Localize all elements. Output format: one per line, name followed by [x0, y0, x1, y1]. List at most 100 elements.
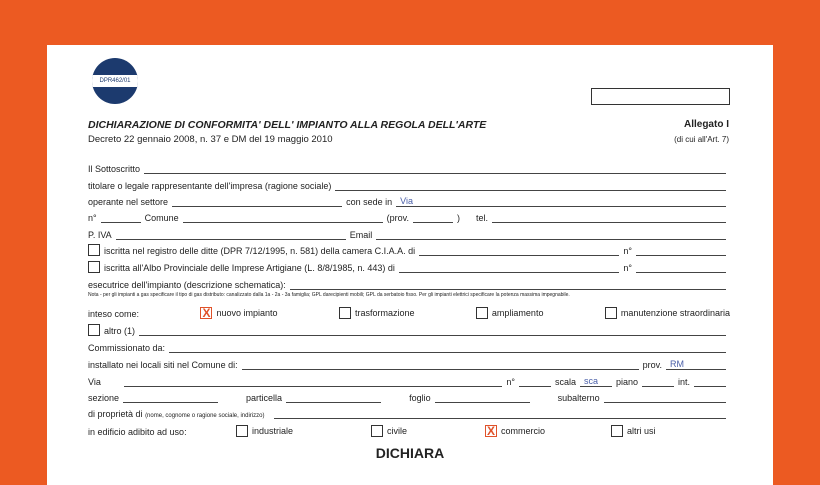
checkbox[interactable]	[611, 425, 623, 437]
logo: DPR462/01	[92, 58, 138, 104]
label: Il Sottoscritto	[88, 164, 141, 174]
commissionato-field[interactable]	[169, 343, 726, 353]
label: tel.	[475, 213, 488, 223]
label: n°	[506, 377, 515, 387]
label: scala	[554, 377, 576, 387]
checkbox[interactable]	[475, 307, 488, 319]
label: ampliamento	[491, 308, 544, 318]
registro-n-field[interactable]	[636, 246, 726, 256]
prov-installazione-field[interactable]: RM	[666, 360, 726, 370]
label: installato nei locali siti nel Comune di…	[88, 360, 238, 370]
row-registro: iscritta nel registro delle ditte (DPR 7…	[88, 244, 730, 256]
di-cui-label: (di cui all'Art. 7)	[674, 135, 729, 144]
uso-commercio[interactable]: commercio	[485, 424, 611, 438]
via-field[interactable]	[124, 377, 503, 387]
particella-field[interactable]	[286, 393, 382, 403]
label: civile	[387, 426, 408, 436]
label: trasformazione	[354, 308, 415, 318]
dichiara-heading: DICHIARA	[375, 445, 445, 461]
checkbox[interactable]	[604, 307, 617, 319]
albo-n-field[interactable]	[636, 263, 726, 273]
label: Comune	[144, 213, 179, 223]
allegato-label: Allegato I	[683, 119, 729, 130]
civico-installazione-field[interactable]	[518, 377, 551, 387]
label: inteso come:	[88, 309, 140, 319]
label: titolare o legale rappresentante dell'im…	[88, 181, 332, 191]
option-nuovo-impianto[interactable]: nuovo impianto	[200, 306, 278, 320]
label: (prov.	[386, 213, 409, 223]
civico-field[interactable]	[100, 213, 141, 223]
uso-altri[interactable]: altri usi	[611, 425, 656, 437]
option-ampliamento[interactable]: ampliamento	[475, 307, 544, 319]
row-sottoscritto: Il Sottoscritto	[88, 162, 730, 174]
row-comune: n° Comune (prov. ) tel.	[88, 211, 730, 223]
row-installato: installato nei locali siti nel Comune di…	[88, 358, 730, 370]
albo-field[interactable]	[398, 263, 620, 273]
label: P. IVA	[88, 230, 112, 240]
option-trasformazione[interactable]: trasformazione	[338, 307, 415, 319]
interno-field[interactable]	[694, 377, 726, 387]
uso-civile[interactable]: civile	[371, 425, 485, 437]
tel-field[interactable]	[492, 213, 726, 223]
label: operante nel settore	[88, 197, 169, 207]
uso-industriale[interactable]: industriale	[236, 425, 371, 437]
piva-field[interactable]	[115, 230, 346, 240]
subtitle: Decreto 22 gennaio 2008, n. 37 e DM del …	[88, 134, 333, 145]
page-title: DICHIARAZIONE DI CONFORMITA' DELL' IMPIA…	[88, 119, 487, 131]
proprieta-field[interactable]	[274, 409, 726, 419]
label: iscritta nel registro delle ditte (DPR 7…	[104, 246, 416, 256]
label: nuovo impianto	[216, 308, 278, 318]
label: Commissionato da:	[88, 343, 166, 353]
altro-field[interactable]	[139, 326, 726, 336]
label: Via	[88, 377, 101, 387]
ragione-sociale-field[interactable]	[335, 181, 726, 191]
foglio-field[interactable]	[434, 393, 530, 403]
label: n°	[88, 213, 97, 223]
albo-checkbox[interactable]	[88, 261, 100, 273]
sezione-field[interactable]	[123, 393, 219, 403]
label: piano	[615, 377, 638, 387]
scala-field[interactable]: sca	[579, 377, 612, 387]
checkbox-checked[interactable]	[485, 424, 497, 438]
registro-checkbox[interactable]	[88, 244, 100, 256]
row-settore: operante nel settore con sede in Via	[88, 195, 730, 207]
label: )	[456, 213, 460, 223]
row-albo: iscritta all'Albo Provinciale delle Impr…	[88, 261, 730, 273]
label: altro (1)	[104, 326, 136, 336]
option-manutenzione[interactable]: manutenzione straordinaria	[604, 307, 730, 319]
row-piva: P. IVA Email	[88, 228, 730, 240]
label: manutenzione straordinaria	[620, 308, 730, 318]
row-via: Via n° scala sca piano int.	[88, 375, 730, 387]
sottoscritto-field[interactable]	[144, 164, 726, 174]
label: particella	[246, 393, 283, 403]
prov-field[interactable]	[412, 213, 453, 223]
checkbox[interactable]	[371, 425, 383, 437]
label: sezione	[88, 393, 120, 403]
label: Email	[349, 230, 373, 240]
sede-field[interactable]: Via	[396, 197, 726, 207]
piano-field[interactable]	[641, 377, 674, 387]
row-proprieta: di proprietà di (nome, cognome o ragione…	[88, 407, 730, 419]
subalterno-field[interactable]	[603, 393, 726, 403]
altro-checkbox[interactable]	[88, 324, 100, 336]
settore-field[interactable]	[172, 197, 343, 207]
label: subalterno	[557, 393, 600, 403]
row-altro: altro (1)	[88, 324, 730, 336]
label: altri usi	[627, 426, 656, 436]
label: industriale	[252, 426, 294, 436]
descrizione-field[interactable]	[289, 280, 726, 290]
checkbox[interactable]	[338, 307, 351, 319]
row-edificio: in edificio adibito ad uso: industriale …	[88, 424, 730, 438]
comune-installazione-field[interactable]	[241, 360, 639, 370]
protocol-field[interactable]	[591, 88, 730, 105]
row-commissionato: Commissionato da:	[88, 341, 730, 353]
camera-field[interactable]	[419, 246, 620, 256]
label: in edificio adibito ad uso:	[88, 427, 187, 437]
checkbox[interactable]	[236, 425, 248, 437]
checkbox-checked[interactable]	[200, 306, 213, 320]
label: di proprietà di	[88, 409, 143, 419]
comune-field[interactable]	[182, 213, 383, 223]
email-field[interactable]	[376, 230, 726, 240]
label: con sede in	[346, 197, 393, 207]
label: prov.	[642, 360, 662, 370]
